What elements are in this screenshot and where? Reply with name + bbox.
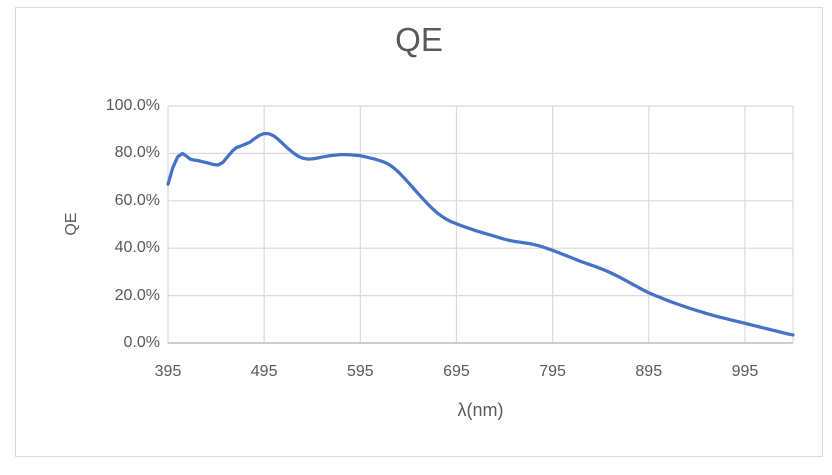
y-tick-label: 100.0% <box>105 97 160 114</box>
y-axis-title: QE <box>63 212 80 236</box>
y-tick-label: 80.0% <box>114 144 160 162</box>
x-tick-label: 395 <box>154 363 182 380</box>
y-tick-label: 0.0% <box>123 334 160 351</box>
y-tick-label: 60.0% <box>114 191 160 209</box>
chart-title: QE <box>395 21 443 58</box>
y-tick-label: 20.0% <box>114 286 160 304</box>
x-tick-label: 595 <box>346 363 374 380</box>
qe-series-line <box>166 131 795 337</box>
x-tick-label: 895 <box>635 363 663 380</box>
y-tick-label: 40.0% <box>114 239 160 257</box>
x-tick-label: 995 <box>731 363 759 380</box>
x-tick-label: 695 <box>443 363 470 380</box>
x-axis-title: λ(nm) <box>457 400 504 420</box>
chart-frame <box>15 7 823 457</box>
x-tick-label: 495 <box>250 363 278 380</box>
x-tick-label: 795 <box>539 363 566 380</box>
